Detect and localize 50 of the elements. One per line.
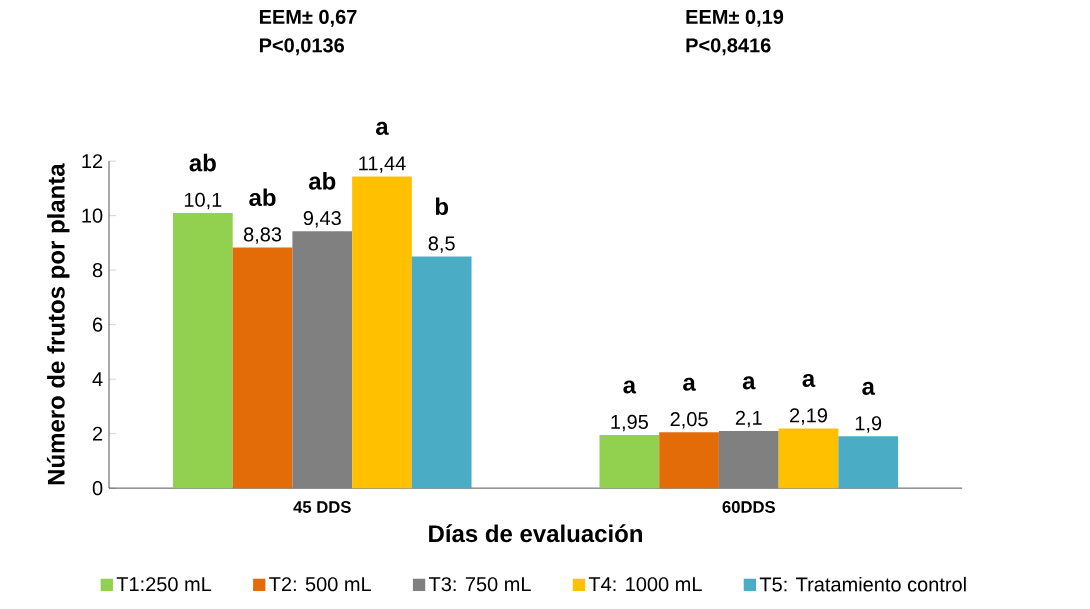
data-label: 2,1 [735,410,762,428]
annotation: a [742,376,756,390]
data-label: 1,95 [611,414,648,432]
text: P<0,8416 [686,38,771,56]
bar [718,430,779,489]
annotation: ab [308,172,336,190]
bar [411,256,472,489]
text: EEM± 0,67 [259,9,357,27]
y-tick-label: 10 [82,208,103,223]
data-label: 2,05 [670,412,708,429]
y-axis-title: Número de frutos por planta [46,163,70,485]
legend-label: T4: 1000 mL [588,577,702,592]
annotation: ab [189,153,216,172]
bar [292,231,353,489]
data-label: 11,44 [359,156,406,173]
bar [838,436,899,489]
legend-label: T5: Tratamiento control [759,576,966,592]
bar [172,212,233,489]
annotation: a [623,380,637,394]
legend-label: T1:250 mL [116,577,212,592]
bar [778,428,839,489]
annotation: b [435,197,449,216]
annotation: ab [249,188,276,207]
data-label: 1,9 [855,416,882,433]
x-tick-label: 45 DDS [293,501,351,513]
data-label: 10,1 [184,192,222,210]
bar [232,247,293,489]
data-label: 2,19 [790,408,827,425]
annotation: a [862,381,876,395]
annotation: a [683,377,696,391]
text: EEM± 0,19 [686,9,784,27]
legend-label: T2: 500 mL [269,577,371,592]
y-tick-label: 2 [93,426,103,441]
y-tick-label: 6 [93,317,103,332]
y-tick-label: 4 [92,372,103,387]
y-tick-label: 0 [92,481,103,496]
legend-label: T3: 750 mL [429,577,531,592]
annotation: a [802,373,816,388]
bar [352,176,412,489]
data-label: 8,5 [428,236,455,253]
data-label: 9,43 [303,211,341,228]
text: a [376,121,389,135]
bar [599,435,660,489]
x-axis-title: Días de evaluación [429,524,642,543]
data-label: 8,83 [243,227,282,244]
bar [659,432,719,489]
x-tick-label: 60DDS [722,501,775,513]
y-tick-label: 12 [82,154,103,169]
text: P<0,0136 [259,38,345,56]
y-tick-label: 8 [92,263,103,278]
